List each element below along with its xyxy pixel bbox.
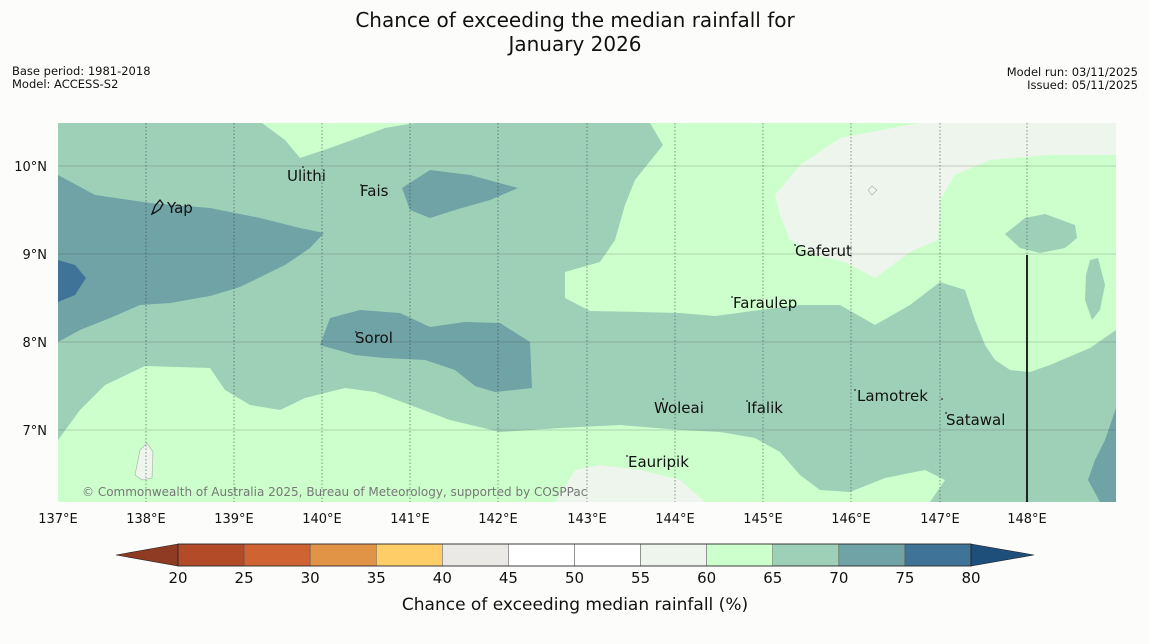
title-line-1: Chance of exceeding the median rainfall … xyxy=(355,8,795,32)
lon-label: 148°E xyxy=(1007,512,1047,527)
colorbar-segment xyxy=(376,543,443,567)
place-lamotrek: Lamotrek xyxy=(857,387,928,405)
colorbar-tick: 60 xyxy=(697,569,716,587)
model-text: Model: ACCESS-S2 xyxy=(12,77,119,91)
lon-label: 140°E xyxy=(302,512,342,527)
zone-55-60-north xyxy=(775,123,1116,278)
colorbar-segment xyxy=(706,543,774,567)
zone-55-60-sw xyxy=(134,442,154,481)
place-eauripik: Eauripik xyxy=(628,453,689,471)
island-dots xyxy=(302,166,947,457)
colorbar-tick: 50 xyxy=(565,569,584,587)
zone-70-75-east xyxy=(1088,408,1116,502)
place-satawal: Satawal xyxy=(946,411,1005,429)
zone-70-75-west xyxy=(58,175,324,342)
lon-label: 137°E xyxy=(38,512,78,527)
colorbar-tick: 75 xyxy=(895,569,914,587)
title-line-2: January 2026 xyxy=(508,32,642,56)
lat-label: 7°N xyxy=(23,424,48,439)
colorbar-low-extension xyxy=(115,543,179,567)
colorbar-tick: 55 xyxy=(631,569,650,587)
colorbar-segment xyxy=(574,543,641,567)
latitude-labels: 10°N 9°N 8°N 7°N xyxy=(14,160,47,439)
longitude-labels: 137°E 138°E 139°E 140°E 141°E 142°E 143°E 144°E… xyxy=(38,512,1047,527)
colorbar: 20 25 30 35 40 45 50 55 60 65 70 75 80 xyxy=(115,543,1035,587)
lon-label: 139°E xyxy=(214,512,254,527)
lat-label: 8°N xyxy=(23,336,48,351)
meta-left: Base period: 1981-2018 Model: ACCESS-S2 xyxy=(12,65,151,91)
lon-label: 146°E xyxy=(831,512,871,527)
colorbar-tick: 70 xyxy=(829,569,848,587)
zone-55-60-dot xyxy=(867,185,878,196)
yap-island-icon xyxy=(150,198,164,216)
place-woleai: Woleai xyxy=(654,399,704,417)
place-ifalik: Ifalik xyxy=(747,399,783,417)
colorbar-tick: 35 xyxy=(367,569,386,587)
colorbar-segment xyxy=(177,543,245,567)
lon-label: 145°E xyxy=(743,512,783,527)
zone-70-75-fais xyxy=(402,170,518,218)
colorbar-segment xyxy=(838,543,906,567)
lon-label: 143°E xyxy=(567,512,607,527)
model-run-text: Model run: 03/11/2025 xyxy=(1006,65,1138,79)
colorbar-segment xyxy=(772,543,840,567)
colorbar-tick: 40 xyxy=(433,569,452,587)
meta-right: Model run: 03/11/2025 Issued: 05/11/2025 xyxy=(1007,66,1138,92)
lat-label: 9°N xyxy=(23,248,48,263)
zone-75-80-west xyxy=(58,260,86,302)
colorbar-segment xyxy=(640,543,707,567)
lon-label: 142°E xyxy=(478,512,518,527)
colorbar-tick: 20 xyxy=(168,569,187,587)
zone-55-60-south xyxy=(555,465,705,502)
colorbar-segment xyxy=(309,543,377,567)
credit-text: © Commonwealth of Australia 2025, Bureau… xyxy=(82,485,587,499)
place-fais: Fais xyxy=(360,182,389,200)
latitude-lines xyxy=(58,165,1116,431)
colorbar-frame xyxy=(177,543,972,567)
colorbar-segment xyxy=(243,543,311,567)
colorbar-label: Chance of exceeding median rainfall (%) xyxy=(402,595,748,615)
colorbar-tick: 30 xyxy=(301,569,320,587)
colorbar-tick: 65 xyxy=(763,569,782,587)
issued-text: Issued: 05/11/2025 xyxy=(1027,78,1138,92)
colorbar-high-extension xyxy=(970,543,1035,567)
colorbar-tick: 45 xyxy=(499,569,518,587)
colorbar-segment xyxy=(508,543,575,567)
zone-65-70-ne1 xyxy=(1005,214,1077,253)
lon-label: 144°E xyxy=(655,512,695,527)
colorbar-segment xyxy=(442,543,509,567)
map-area xyxy=(58,123,1116,502)
lat-label: 10°N xyxy=(14,160,47,175)
lon-label: 138°E xyxy=(126,512,166,527)
colorbar-segment xyxy=(904,543,972,567)
zone-70-75-sorol xyxy=(320,310,532,392)
map-title: Chance of exceeding the median rainfall … xyxy=(0,8,1150,56)
zone-65-70-ne2 xyxy=(1085,258,1105,320)
zone-60-65-south xyxy=(58,366,945,502)
place-faraulep: Faraulep xyxy=(733,294,797,312)
place-sorol: Sorol xyxy=(355,329,393,347)
lon-label: 147°E xyxy=(920,512,960,527)
base-period-text: Base period: 1981-2018 xyxy=(12,64,151,78)
lon-label: 141°E xyxy=(390,512,430,527)
colorbar-tick: 25 xyxy=(235,569,254,587)
place-gaferut: Gaferut xyxy=(795,242,852,260)
place-yap: Yap xyxy=(166,199,193,217)
colorbar-tick: 80 xyxy=(961,569,980,587)
place-ulithi: Ulithi xyxy=(287,167,326,185)
